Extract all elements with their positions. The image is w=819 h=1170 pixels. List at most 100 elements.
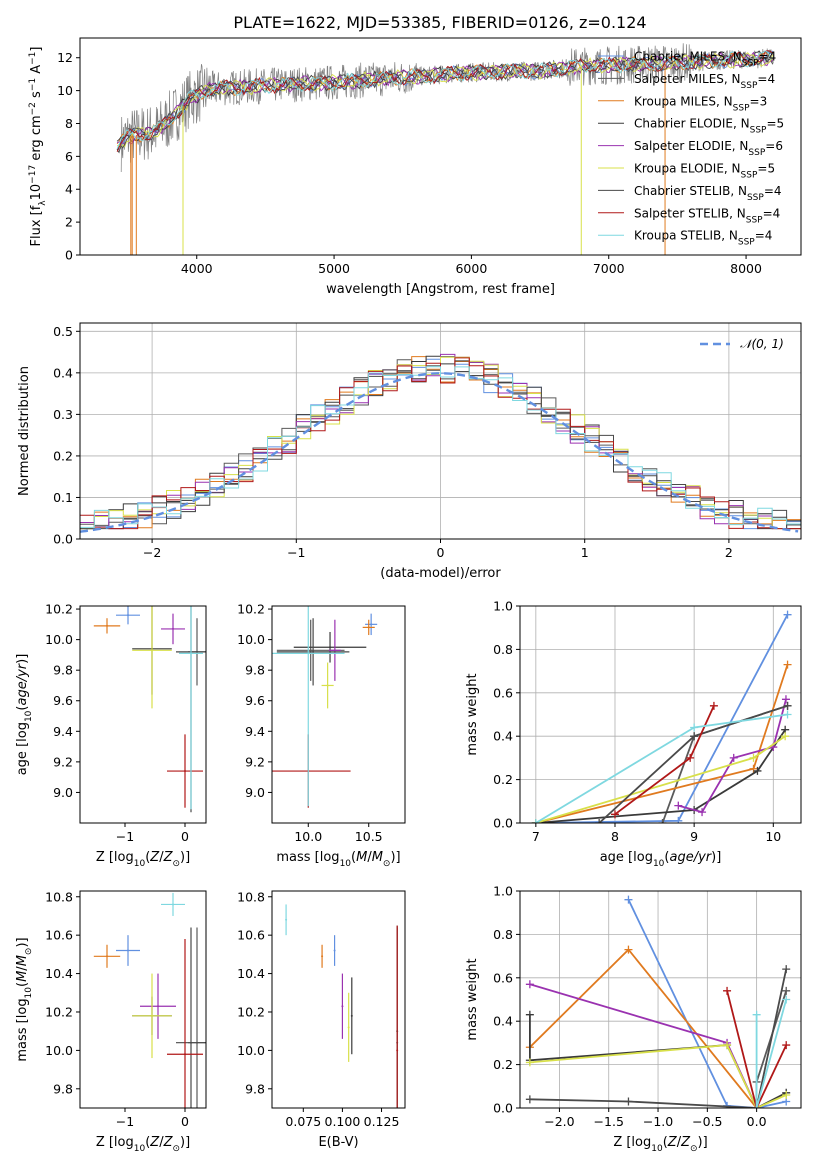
legend-subscript: SSP — [741, 81, 758, 91]
x-tick-label: 0.075 — [285, 1114, 321, 1129]
data-point — [333, 649, 336, 652]
plot-area-mass_weight_vs_age — [531, 610, 792, 823]
y-tick-label: 9.2 — [53, 754, 73, 769]
weight-marker — [690, 732, 699, 741]
data-point — [326, 684, 329, 687]
x-tick-label: 7 — [532, 829, 540, 844]
x-axis-label: age [log10(age/yr)] — [600, 850, 722, 869]
label-part: ( — [145, 1135, 150, 1150]
label-part: age [log — [600, 850, 653, 865]
weight-marker — [723, 986, 732, 995]
label-part: mass [log — [15, 998, 30, 1061]
weight-line — [535, 729, 786, 823]
axes-frame — [79, 37, 802, 256]
weight-marker — [595, 819, 604, 823]
legend-label: Chabrier STELIB, NSSP=4 — [634, 184, 782, 203]
y-tick-label: 9.0 — [53, 785, 73, 800]
data-point — [321, 955, 324, 958]
x-tick-label: 6000 — [455, 261, 487, 276]
weight-marker — [782, 965, 791, 974]
y-tick-label: 0.6 — [493, 685, 513, 700]
data-point — [350, 1014, 353, 1017]
label-part: 10 — [134, 859, 146, 869]
data-point — [190, 1041, 192, 1044]
legend-count: =4 — [759, 50, 777, 64]
label-part: )] — [15, 937, 30, 947]
label-part: ( — [15, 706, 30, 711]
y-axis-label: age [log10(age/yr)] — [15, 654, 34, 776]
panel-mass_weight_vs_Z: −2.0 −1.5 −1.0 −0.5 0.0 0.0 0.2 0.4 0.6 0.8 1.0 Z [… — [465, 884, 802, 1154]
y-tick-label: 0.8 — [493, 642, 513, 657]
label-part: age/yr — [669, 850, 712, 865]
axes-frame — [79, 322, 802, 540]
y-tick-label: 10.4 — [45, 966, 73, 981]
legend-subscript: SSP — [746, 215, 763, 225]
weight-marker — [782, 1041, 791, 1050]
x-tick-label: 9 — [690, 829, 698, 844]
legend-subscript: SSP — [741, 171, 758, 181]
y-tick-label: 9.8 — [245, 1081, 265, 1096]
y-axis-label: Normed distribution — [17, 366, 32, 496]
label-part: mass weight — [465, 673, 480, 755]
legend-subscript: SSP — [738, 238, 755, 248]
figure-title: PLATE=1622, MJD=53385, FIBERID=0126, z=0… — [233, 13, 646, 32]
weight-marker — [783, 610, 792, 619]
x-tick-label: −1.5 — [594, 1114, 624, 1129]
label-part: erg cm — [29, 115, 44, 164]
label-part: s — [29, 91, 44, 102]
legend-label: Salpeter STELIB, NSSP=4 — [634, 206, 780, 225]
x-tick-label: −2.0 — [544, 1114, 574, 1129]
weight-marker — [531, 819, 540, 823]
y-tick-label: 9.6 — [245, 693, 265, 708]
x-tick-label: 2 — [725, 545, 733, 560]
label-part: λ — [38, 200, 48, 206]
label-part: Z — [149, 1135, 160, 1150]
y-tick-label: 1.0 — [493, 599, 513, 614]
weight-marker — [783, 710, 792, 719]
y-tick-label: 10.2 — [237, 1004, 265, 1019]
y-tick-label: 9.6 — [53, 693, 73, 708]
data-point — [333, 949, 336, 952]
y-tick-label: 9.8 — [245, 663, 265, 678]
x-tick-label: 10 — [765, 829, 781, 844]
y-tick-label: 9.8 — [53, 663, 73, 678]
legend-label: Kroupa ELODIE, NSSP=5 — [634, 162, 775, 181]
x-tick-label: 10.5 — [355, 829, 383, 844]
label-part: ⊙ — [690, 1144, 698, 1154]
x-tick-label: −1 — [116, 1114, 134, 1129]
y-tick-label: 0.3 — [53, 407, 73, 422]
label-part: Z — [163, 850, 174, 865]
label-part: −1 — [28, 78, 38, 91]
label-part: M — [15, 971, 30, 982]
data-point — [127, 949, 129, 952]
weight-marker — [624, 895, 633, 904]
legend-series-name: Kroupa STELIB, N — [634, 229, 738, 243]
y-tick-label: 2 — [65, 215, 73, 230]
y-axis-label: mass [log10(M/M⊙)] — [15, 937, 34, 1061]
y-tick-label: 0.5 — [53, 324, 73, 339]
data-point — [396, 1049, 399, 1052]
x-axis-label: Z [log10(Z/Z⊙)] — [96, 1135, 190, 1154]
label-part: / — [367, 850, 372, 865]
y-tick-label: 0.2 — [493, 772, 513, 787]
x-axis-label: Z [log10(Z/Z⊙)] — [96, 850, 190, 869]
legend-label: Salpeter ELODIE, NSSP=6 — [634, 139, 783, 158]
label-part: wavelength [Angstrom, rest frame] — [326, 282, 555, 297]
label-part: )] — [180, 1135, 190, 1150]
y-tick-label: 10.6 — [237, 928, 265, 943]
y-tick-label: 0.4 — [493, 1014, 513, 1029]
y-axis-label: mass weight — [465, 673, 480, 755]
x-axis-label: (data-model)/error — [380, 566, 501, 581]
legend-series-name: Chabrier MILES, N — [634, 50, 742, 64]
legend-subscript: SSP — [747, 193, 764, 203]
x-tick-label: 0 — [181, 829, 189, 844]
data-point — [347, 1026, 350, 1029]
data-point — [312, 650, 315, 653]
y-tick-label: 4 — [65, 182, 73, 197]
x-tick-label: −1.0 — [643, 1114, 673, 1129]
data-point — [307, 652, 310, 655]
y-tick-label: 0.2 — [53, 448, 73, 463]
y-axis-label: mass weight — [465, 958, 480, 1040]
legend-label: Kroupa STELIB, NSSP=4 — [634, 229, 772, 248]
